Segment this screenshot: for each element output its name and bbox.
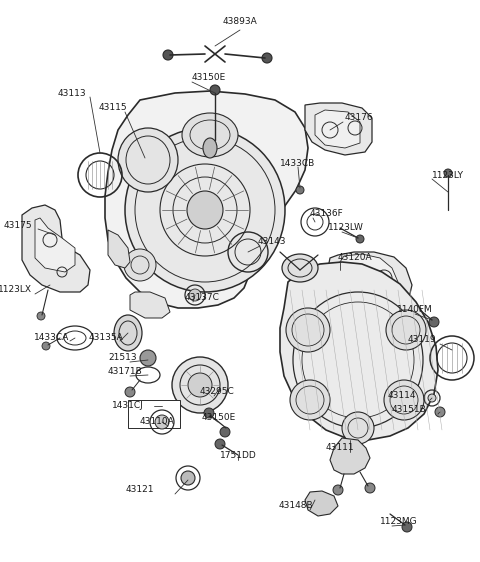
Polygon shape xyxy=(330,438,370,474)
Polygon shape xyxy=(326,252,412,322)
Text: 43151B: 43151B xyxy=(392,406,427,415)
Ellipse shape xyxy=(282,254,318,282)
Text: 43137C: 43137C xyxy=(185,293,220,302)
Ellipse shape xyxy=(124,249,156,281)
Ellipse shape xyxy=(203,138,217,158)
Circle shape xyxy=(386,310,426,350)
Polygon shape xyxy=(130,292,170,318)
Text: 1433CB: 1433CB xyxy=(280,158,316,167)
Polygon shape xyxy=(35,218,75,272)
Circle shape xyxy=(204,408,214,418)
Polygon shape xyxy=(105,91,308,308)
Circle shape xyxy=(42,342,50,350)
Ellipse shape xyxy=(172,357,228,413)
Circle shape xyxy=(333,485,343,495)
Circle shape xyxy=(428,394,436,402)
Text: 43114: 43114 xyxy=(388,392,417,401)
Circle shape xyxy=(210,85,220,95)
Ellipse shape xyxy=(189,289,201,301)
Text: 1433CA: 1433CA xyxy=(35,333,70,342)
Text: 43175: 43175 xyxy=(4,220,32,229)
Circle shape xyxy=(125,387,135,397)
Text: 43113: 43113 xyxy=(58,88,86,97)
Text: 43135A: 43135A xyxy=(89,333,123,342)
Text: 43119: 43119 xyxy=(408,336,437,345)
Ellipse shape xyxy=(118,128,178,192)
Text: 43295C: 43295C xyxy=(200,388,235,397)
Circle shape xyxy=(444,169,452,177)
Text: 43150E: 43150E xyxy=(202,414,236,423)
Circle shape xyxy=(290,380,330,420)
Text: 43121: 43121 xyxy=(126,486,154,495)
Text: 1123LY: 1123LY xyxy=(432,170,464,179)
Text: 1431CJ: 1431CJ xyxy=(112,401,144,410)
Circle shape xyxy=(262,53,272,63)
Ellipse shape xyxy=(140,350,156,366)
Ellipse shape xyxy=(182,113,238,157)
Text: 43111: 43111 xyxy=(326,443,354,452)
Ellipse shape xyxy=(188,373,212,397)
Circle shape xyxy=(365,483,375,493)
Circle shape xyxy=(215,439,225,449)
Polygon shape xyxy=(315,110,360,148)
Ellipse shape xyxy=(125,128,285,292)
Polygon shape xyxy=(305,103,372,155)
Text: 43143: 43143 xyxy=(258,238,287,247)
Circle shape xyxy=(37,312,45,320)
Text: 43136F: 43136F xyxy=(310,210,344,219)
Polygon shape xyxy=(336,254,398,314)
Text: 43120A: 43120A xyxy=(338,253,372,262)
Text: 43115: 43115 xyxy=(99,103,127,112)
Polygon shape xyxy=(280,262,438,440)
Text: 43150E: 43150E xyxy=(192,74,226,83)
Text: 43176: 43176 xyxy=(345,114,373,123)
Circle shape xyxy=(286,308,330,352)
Circle shape xyxy=(356,235,364,243)
Text: 1123LX: 1123LX xyxy=(0,285,32,294)
Text: 21513: 21513 xyxy=(108,353,137,362)
Text: 43171B: 43171B xyxy=(108,368,143,377)
Ellipse shape xyxy=(114,315,142,351)
Ellipse shape xyxy=(187,191,223,229)
Text: 1751DD: 1751DD xyxy=(220,451,257,460)
Text: 43148B: 43148B xyxy=(279,501,313,510)
Text: 1123LW: 1123LW xyxy=(328,224,364,233)
Text: 43110A: 43110A xyxy=(140,418,175,427)
Circle shape xyxy=(163,50,173,60)
Polygon shape xyxy=(305,491,338,516)
Circle shape xyxy=(384,380,424,420)
Polygon shape xyxy=(22,205,90,292)
Text: 43893A: 43893A xyxy=(223,17,257,26)
Circle shape xyxy=(296,186,304,194)
Text: 1123MG: 1123MG xyxy=(380,518,418,527)
Polygon shape xyxy=(108,230,130,268)
Ellipse shape xyxy=(155,415,169,429)
Circle shape xyxy=(435,407,445,417)
Circle shape xyxy=(342,412,374,444)
Circle shape xyxy=(429,317,439,327)
Bar xyxy=(128,400,180,428)
Text: 1140FM: 1140FM xyxy=(397,306,433,315)
Circle shape xyxy=(220,427,230,437)
Circle shape xyxy=(181,471,195,485)
Circle shape xyxy=(402,522,412,532)
